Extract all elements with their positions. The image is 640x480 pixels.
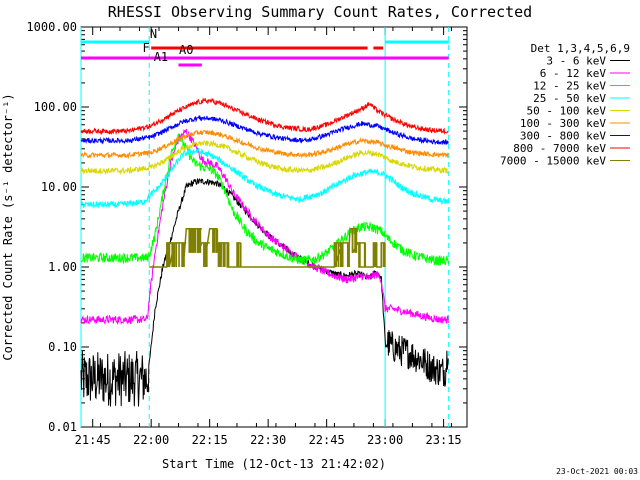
legend-label: 100 - 300 keV — [520, 117, 606, 130]
y-tick-label: 1.00 — [48, 260, 77, 274]
y-tick-label: 0.10 — [48, 340, 77, 354]
y-tick-label: 10.00 — [41, 180, 77, 194]
series-line-50-100-kev — [80, 139, 449, 176]
series-line-12-25-kev — [80, 132, 449, 266]
y-tick-label: 1000.00 — [26, 20, 77, 34]
state-label-f: F — [142, 41, 149, 55]
state-label-a1: A1 — [154, 50, 168, 64]
series-line-7000-15000kev — [149, 228, 386, 268]
series-line-25-50-kev — [80, 147, 449, 209]
legend-label: 3 - 6 keV — [546, 55, 606, 68]
series-line-800-7000-kev — [80, 97, 449, 136]
x-tick-label: 22:15 — [192, 433, 228, 447]
legend-label: 50 - 100 keV — [527, 105, 607, 118]
legend-label: 800 - 7000 keV — [513, 142, 606, 155]
x-axis-label: Start Time (12-Oct-13 21:42:02) — [162, 457, 386, 471]
legend-label: 300 - 800 keV — [520, 130, 606, 143]
x-tick-label: 23:15 — [426, 433, 462, 447]
x-tick-label: 21:45 — [75, 433, 111, 447]
series-line-6-12-kev — [80, 128, 449, 326]
series-line-100-300-kev — [80, 129, 449, 160]
state-label-a0: A0 — [179, 43, 193, 57]
series-line-300-800-kev — [80, 114, 449, 146]
plot-frame — [80, 26, 468, 428]
chart-title: RHESSI Observing Summary Count Rates, Co… — [108, 3, 532, 21]
legend-label: 12 - 25 keV — [533, 80, 606, 93]
y-tick-label: 0.01 — [48, 420, 77, 434]
y-tick-label: 100.00 — [34, 100, 77, 114]
legend-label: 25 - 50 keV — [533, 92, 606, 105]
legend-title: Det 1,3,4,5,6,9 — [531, 42, 630, 55]
x-tick-label: 22:00 — [133, 433, 169, 447]
x-tick-label: 22:45 — [309, 433, 345, 447]
x-tick-label: 23:00 — [367, 433, 403, 447]
footer-timestamp: 23-Oct-2021 00:03 — [556, 467, 638, 476]
state-label-n: N — [150, 27, 157, 41]
y-axis-label: Corrected Count Rate (s⁻¹ detector⁻¹) — [1, 93, 15, 360]
legend-label: 6 - 12 keV — [540, 67, 607, 80]
legend-label: 7000 - 15000 keV — [500, 155, 606, 168]
x-tick-label: 22:30 — [250, 433, 286, 447]
series-line-3-6-kev — [80, 177, 449, 407]
